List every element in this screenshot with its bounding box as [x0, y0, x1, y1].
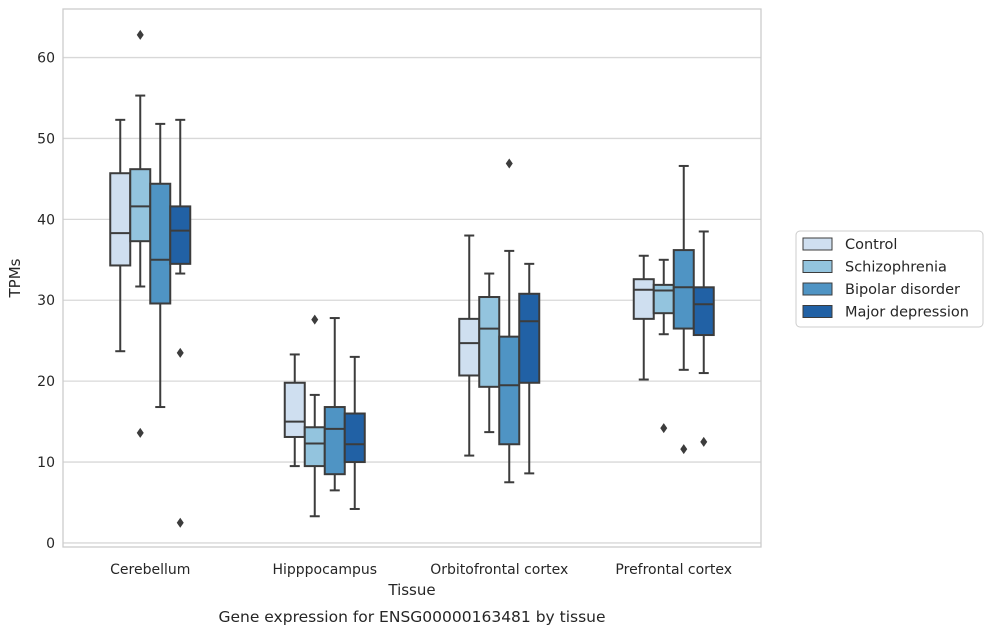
y-tick-label: 30 — [37, 293, 55, 309]
outlier-point — [136, 29, 144, 40]
y-tick-label: 50 — [37, 131, 55, 147]
y-axis-label: TPMs — [6, 258, 24, 298]
legend-label: Control — [845, 237, 897, 253]
grid-lines — [63, 56, 761, 544]
outlier-point — [660, 423, 668, 434]
outlier-point — [680, 444, 688, 455]
box-iqr — [129, 168, 152, 243]
box-2-3 — [518, 262, 541, 475]
legend-swatch — [802, 282, 833, 296]
box-3-3 — [692, 230, 715, 447]
legend: Control Schizophrenia Bipolar disorder Majo… — [795, 230, 984, 328]
box-iqr — [149, 182, 172, 305]
box-0-2 — [149, 122, 172, 409]
box-iqr — [652, 283, 675, 315]
box-iqr — [109, 172, 132, 267]
box-0-0 — [109, 118, 132, 353]
x-tick-label: Cerebellum — [110, 562, 190, 578]
y-tick-label: 10 — [37, 455, 55, 471]
box-iqr — [692, 286, 715, 337]
outlier-point — [505, 158, 513, 169]
box-0-3 — [169, 118, 192, 528]
x-tick-label: Prefrontal cortex — [615, 562, 732, 578]
box-iqr — [498, 335, 521, 446]
legend-label: Major depression — [845, 305, 969, 321]
box-iqr — [323, 406, 346, 476]
box-iqr — [343, 412, 366, 464]
box-iqr — [169, 205, 192, 265]
y-tick-label: 40 — [37, 212, 55, 228]
x-tick-label: Orbitofrontal cortex — [430, 562, 568, 578]
x-tick-labels: Cerebellum Hipppocampus Orbitofrontal cort… — [110, 562, 732, 578]
box-2-0 — [458, 234, 481, 457]
legend-label: Schizophrenia — [845, 260, 947, 276]
plot-frame — [62, 8, 762, 548]
legend-label: Bipolar disorder — [845, 282, 960, 298]
x-axis-label: Tissue — [387, 581, 435, 599]
legend-swatch — [802, 305, 833, 318]
outlier-point — [700, 436, 708, 447]
legend-swatch — [802, 260, 833, 273]
box-iqr — [458, 317, 481, 377]
box-iqr — [672, 249, 695, 330]
box-iqr — [632, 278, 655, 320]
box-iqr — [478, 296, 501, 388]
box-series — [109, 29, 715, 528]
chart-caption: Gene expression for ENSG00000163481 by t… — [218, 608, 605, 626]
y-tick-labels: 0 10 20 30 40 50 60 — [37, 51, 55, 552]
outlier-point — [176, 347, 184, 358]
outlier-point — [311, 314, 319, 325]
y-tick-label: 20 — [37, 374, 55, 390]
box-1-3 — [343, 355, 366, 510]
y-tick-label: 0 — [46, 536, 55, 552]
box-1-0 — [283, 353, 306, 468]
legend-swatch — [802, 237, 833, 251]
outlier-point — [176, 517, 184, 528]
box-iqr — [518, 292, 541, 384]
box-iqr — [303, 426, 326, 468]
y-tick-label: 60 — [37, 51, 55, 67]
legend-frame — [795, 230, 984, 328]
box-iqr — [283, 381, 306, 438]
box-2-2 — [498, 158, 521, 484]
x-tick-label: Hipppocampus — [272, 562, 377, 578]
outlier-point — [136, 427, 144, 438]
